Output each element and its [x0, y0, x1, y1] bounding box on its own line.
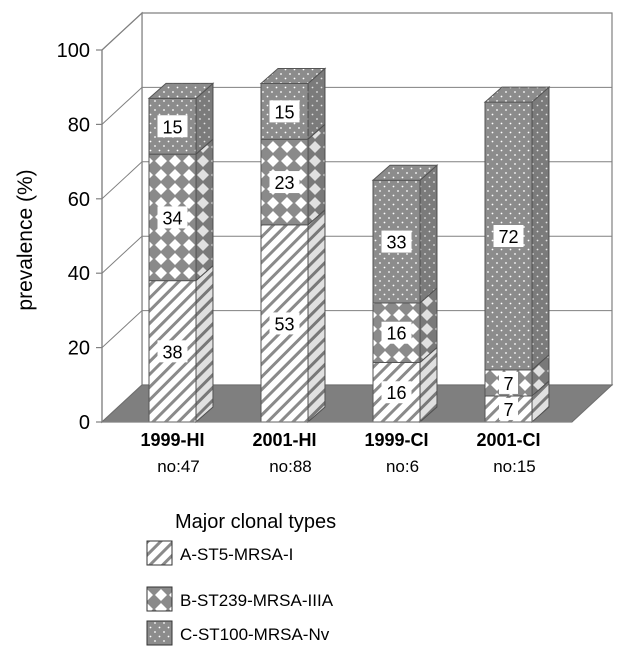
- x-category-label: 1999-HI: [140, 430, 204, 450]
- y-tick-label: 40: [68, 263, 90, 285]
- bar-side-shade: [196, 265, 213, 422]
- data-labels: 38 34 15 53 23 15 16 16 33 7 7 72: [157, 100, 524, 420]
- bar-side-shade: [196, 83, 213, 155]
- x-category-label: 1999-CI: [364, 430, 428, 450]
- data-label-box: [269, 171, 300, 194]
- data-label-text: 7: [503, 374, 513, 394]
- data-label-text: 72: [498, 227, 518, 247]
- bar-top: [371, 164, 439, 181]
- y-tick-label: 0: [79, 412, 90, 434]
- data-label-text: 7: [503, 400, 513, 420]
- gridline: [101, 86, 612, 125]
- x-category-label: 2001-HI: [252, 430, 316, 450]
- bar-side-shade: [308, 124, 325, 225]
- data-label: 34: [157, 206, 188, 229]
- legend-item: C-ST100-MRSA-Nv: [146, 620, 330, 646]
- y-tick-label: 60: [68, 189, 90, 211]
- bar-top: [259, 67, 327, 84]
- data-label-text: 53: [274, 314, 294, 334]
- bar-front: [260, 82, 309, 140]
- data-label-text: 34: [162, 208, 182, 228]
- legend-item: B-ST239-MRSA-IIIA: [146, 586, 334, 612]
- legend-title: Major clonal types: [175, 511, 336, 533]
- x-count-label: no:6: [386, 457, 419, 476]
- bar-side-shade: [532, 87, 549, 370]
- data-label: 7: [499, 397, 518, 420]
- data-label: 23: [269, 171, 300, 194]
- y-tick-label: 100: [57, 40, 90, 62]
- data-label-box: [381, 321, 412, 344]
- bar-segment: [260, 123, 326, 226]
- data-label-text: 16: [386, 383, 406, 403]
- x-count-label: no:88: [269, 457, 312, 476]
- data-label-box: [157, 206, 188, 229]
- x-count-label: no:47: [157, 457, 200, 476]
- gridline: [101, 161, 612, 200]
- bar-side-shade: [196, 139, 213, 281]
- data-label-text: 15: [162, 117, 182, 137]
- bar-side-shade: [420, 347, 437, 422]
- x-axis: 1999-HI no:47 2001-HI no:88 1999-CI no:6 2001-…: [102, 421, 572, 476]
- y-tick-label: 20: [68, 338, 90, 360]
- legend-swatch: [146, 620, 173, 646]
- data-label-text: 15: [274, 102, 294, 122]
- data-label: 16: [381, 321, 412, 344]
- data-label: 33: [381, 230, 412, 253]
- data-label-text: 23: [274, 173, 294, 193]
- legend-label: B-ST239-MRSA-IIIA: [180, 591, 334, 610]
- bar-segment: [260, 208, 326, 424]
- legend-label: C-ST100-MRSA-Nv: [180, 625, 330, 644]
- bar-side-shade: [532, 354, 549, 396]
- legend-label: A-ST5-MRSA-I: [180, 545, 293, 564]
- data-label: 53: [269, 312, 300, 335]
- data-label: 72: [493, 225, 524, 247]
- bar-segment: [483, 85, 551, 372]
- data-label-box: [493, 225, 524, 247]
- data-label: 15: [157, 115, 188, 138]
- data-label: 16: [381, 381, 412, 404]
- data-label-text: 16: [386, 324, 406, 344]
- legend-swatch: [146, 540, 173, 566]
- gridline: [101, 12, 612, 51]
- data-label-box: [499, 397, 518, 420]
- x-count-label: no:15: [493, 457, 536, 476]
- data-label-text: 33: [386, 233, 406, 253]
- bar-top: [147, 82, 215, 99]
- data-label-box: [381, 381, 412, 404]
- bar-side-shade: [532, 380, 549, 422]
- y-tick-label: 80: [68, 114, 90, 136]
- data-label-box: [269, 100, 300, 123]
- bar-top: [483, 86, 551, 103]
- data-label-box: [269, 312, 300, 335]
- bar-side-shade: [420, 165, 437, 303]
- bar-segment: [259, 67, 327, 141]
- data-label-text: 38: [162, 342, 182, 362]
- data-label: 7: [499, 371, 518, 394]
- bar-side-shade: [420, 287, 437, 363]
- data-label: 38: [157, 340, 188, 363]
- y-axis-title: prevalence (%): [14, 169, 37, 310]
- side-wall: [101, 11, 143, 424]
- bar-side-shade: [308, 68, 325, 140]
- gridlines: [101, 12, 612, 348]
- gridline: [101, 235, 612, 274]
- y-axis: 0 20 40 60 80 100: [57, 40, 103, 434]
- gridline: [101, 310, 612, 348]
- legend: Major clonal types A-ST5-MRSA-I B-ST239-M…: [146, 511, 336, 646]
- data-label-box: [381, 230, 412, 253]
- legend-item: A-ST5-MRSA-I: [146, 540, 293, 566]
- legend-swatch: [146, 586, 173, 612]
- data-label-box: [157, 340, 188, 363]
- data-label: 15: [269, 100, 300, 123]
- data-label-box: [157, 115, 188, 138]
- x-category-label: 2001-CI: [476, 430, 540, 450]
- bar-side-shade: [308, 209, 325, 422]
- data-label-box: [499, 371, 518, 394]
